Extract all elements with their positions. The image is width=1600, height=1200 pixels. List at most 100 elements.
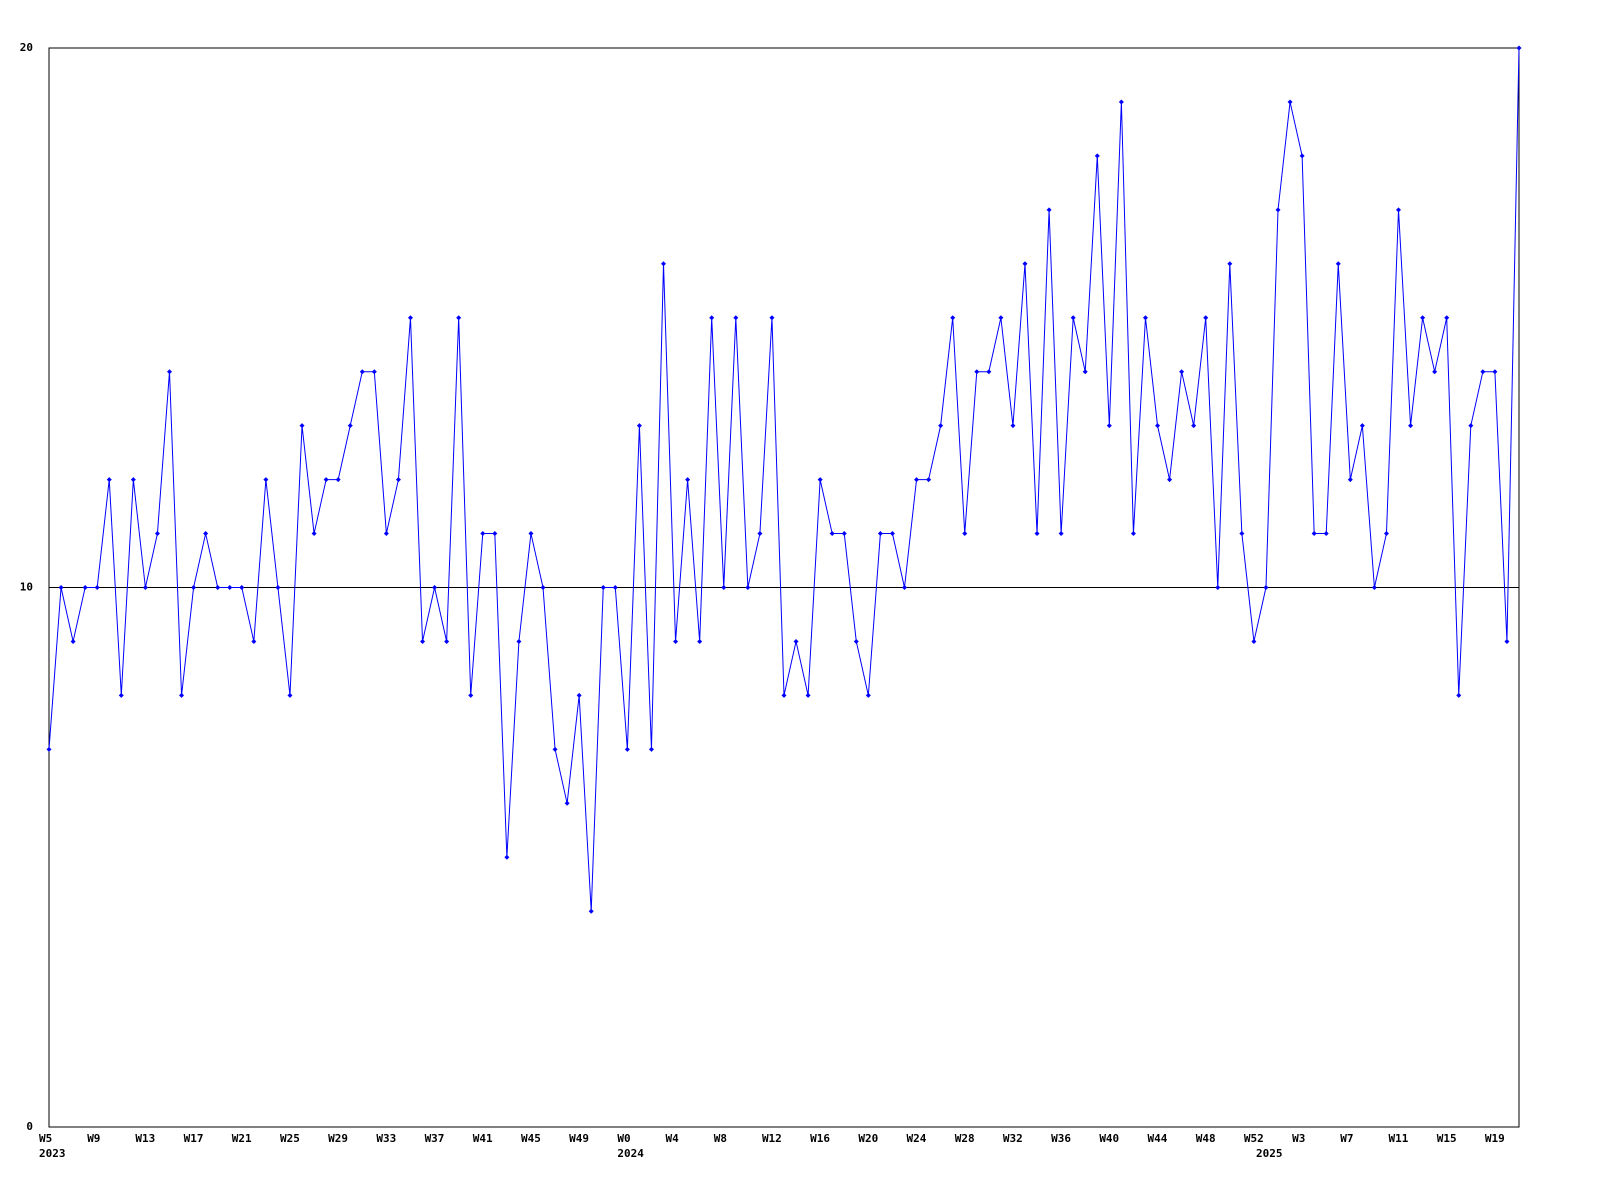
x-tick-label: W41 bbox=[473, 1132, 493, 1145]
data-point bbox=[251, 638, 257, 644]
data-point bbox=[648, 746, 654, 752]
data-point bbox=[1504, 638, 1510, 644]
data-point bbox=[166, 369, 172, 375]
data-point bbox=[1456, 692, 1462, 698]
data-point bbox=[757, 531, 763, 537]
data-point bbox=[636, 423, 642, 429]
data-point bbox=[407, 315, 413, 321]
data-point bbox=[805, 692, 811, 698]
data-point bbox=[299, 423, 305, 429]
x-tick-label: W7 bbox=[1340, 1132, 1353, 1145]
data-point bbox=[1191, 423, 1197, 429]
x-tick-label: W24 bbox=[907, 1132, 927, 1145]
x-tick-label: W37 bbox=[425, 1132, 445, 1145]
data-point bbox=[576, 692, 582, 698]
data-point bbox=[1359, 423, 1365, 429]
data-point bbox=[1203, 315, 1209, 321]
data-point bbox=[877, 531, 883, 537]
data-point bbox=[179, 692, 185, 698]
data-point bbox=[1347, 477, 1353, 483]
data-point bbox=[1263, 585, 1269, 590]
data-point bbox=[745, 585, 751, 590]
data-point bbox=[865, 692, 871, 698]
data-point bbox=[1383, 531, 1389, 537]
data-point bbox=[1094, 153, 1100, 159]
data-point bbox=[1239, 531, 1245, 537]
data-point bbox=[359, 369, 365, 375]
data-point bbox=[1155, 423, 1161, 429]
x-tick-label: W52 bbox=[1244, 1132, 1264, 1145]
data-point bbox=[154, 531, 160, 537]
data-point bbox=[1311, 531, 1317, 537]
data-point bbox=[552, 746, 558, 752]
data-point bbox=[962, 531, 968, 537]
x-tick-label: W9 bbox=[87, 1132, 100, 1145]
data-point bbox=[1516, 45, 1522, 51]
data-point bbox=[420, 638, 426, 644]
data-point bbox=[998, 315, 1004, 321]
data-point bbox=[94, 585, 100, 590]
x-tick-label: W40 bbox=[1099, 1132, 1119, 1145]
data-point bbox=[444, 638, 450, 644]
x-tick-label: W32 bbox=[1003, 1132, 1023, 1145]
data-point bbox=[287, 692, 293, 698]
data-point bbox=[263, 477, 269, 483]
data-point bbox=[540, 585, 546, 590]
data-point bbox=[1480, 369, 1486, 375]
data-point bbox=[829, 531, 835, 537]
x-tick-label: W19 bbox=[1485, 1132, 1505, 1145]
data-point bbox=[624, 746, 630, 752]
data-point bbox=[938, 423, 944, 429]
data-point bbox=[395, 477, 401, 483]
data-point bbox=[1251, 638, 1257, 644]
x-tick-label: W21 bbox=[232, 1132, 252, 1145]
x-tick-label: W15 bbox=[1437, 1132, 1457, 1145]
x-tick-label: W44 bbox=[1148, 1132, 1168, 1145]
data-point bbox=[889, 531, 895, 537]
data-point bbox=[1420, 315, 1426, 321]
data-point bbox=[70, 638, 76, 644]
data-point bbox=[191, 585, 197, 590]
data-point bbox=[853, 638, 859, 644]
data-point bbox=[239, 585, 245, 590]
data-point bbox=[685, 477, 691, 483]
x-group-label: 2024 bbox=[617, 1147, 644, 1160]
data-point bbox=[1130, 531, 1136, 537]
data-point bbox=[564, 800, 570, 806]
data-point bbox=[46, 746, 52, 752]
data-point bbox=[480, 531, 486, 537]
x-tick-label: W4 bbox=[666, 1132, 680, 1145]
data-point bbox=[974, 369, 980, 375]
data-point bbox=[1408, 423, 1414, 429]
data-point bbox=[1179, 369, 1185, 375]
data-point bbox=[492, 531, 498, 537]
data-point bbox=[432, 585, 438, 590]
x-tick-label: W20 bbox=[858, 1132, 878, 1145]
data-point bbox=[468, 692, 474, 698]
data-point bbox=[781, 692, 787, 698]
data-point bbox=[1010, 423, 1016, 429]
data-point bbox=[1142, 315, 1148, 321]
data-point bbox=[215, 585, 221, 590]
data-point bbox=[1299, 153, 1305, 159]
data-line bbox=[48, 47, 1520, 912]
data-point bbox=[383, 531, 389, 537]
data-point bbox=[142, 585, 148, 590]
y-tick-label: 20 bbox=[20, 41, 33, 54]
data-point bbox=[914, 477, 920, 483]
data-point bbox=[1323, 531, 1329, 537]
data-point bbox=[1034, 531, 1040, 537]
x-tick-label: W29 bbox=[328, 1132, 348, 1145]
data-point bbox=[118, 692, 124, 698]
data-point bbox=[1118, 99, 1124, 105]
data-point bbox=[323, 477, 329, 483]
data-point bbox=[1058, 531, 1064, 537]
data-point bbox=[311, 531, 317, 537]
data-point bbox=[456, 315, 462, 321]
data-point bbox=[612, 585, 618, 590]
x-tick-label: W3 bbox=[1292, 1132, 1305, 1145]
data-point bbox=[1106, 423, 1112, 429]
x-tick-label: W8 bbox=[714, 1132, 727, 1145]
